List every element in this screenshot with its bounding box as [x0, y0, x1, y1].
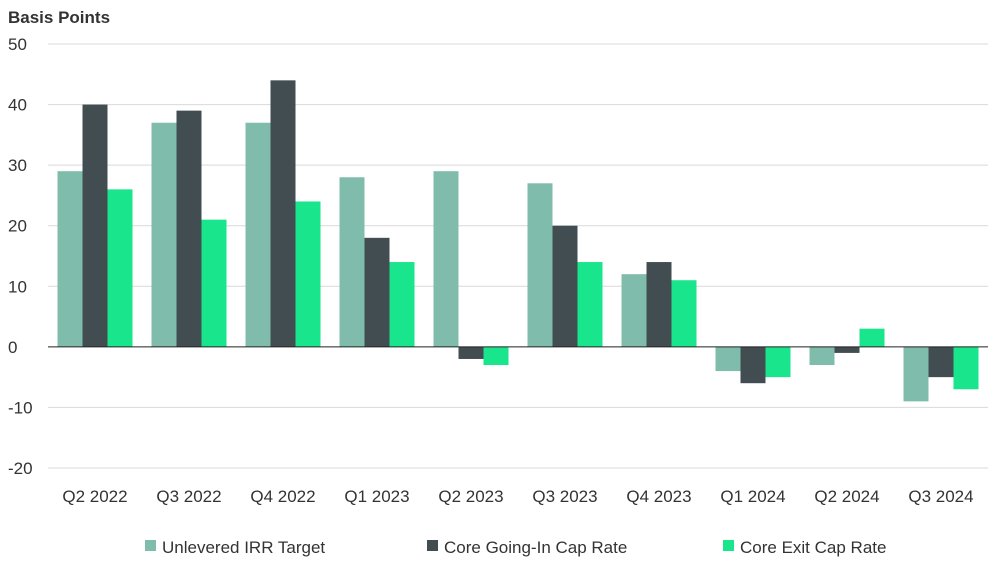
y-axis-ticks: 50 40 30 20 10 0 -10 -20 [8, 35, 33, 478]
bar-core-exit-cap-rate-q3-2024 [953, 346, 979, 390]
bar-unlevered-irr-target-q2-2023 [433, 171, 459, 347]
y-tick-label: 50 [8, 35, 27, 54]
bar-unlevered-irr-target-q2-2024 [809, 346, 835, 366]
bar-unlevered-irr-target-q3-2023 [527, 183, 553, 347]
y-tick-label: 40 [8, 96, 27, 115]
x-tick-label: Q1 2023 [344, 487, 409, 506]
bar-core-exit-cap-rate-q1-2024 [765, 346, 791, 378]
bar-unlevered-irr-target-q3-2022 [151, 122, 177, 347]
legend-label: Core Exit Cap Rate [740, 538, 886, 557]
x-tick-label: Q1 2024 [720, 487, 785, 506]
y-tick-label: 20 [8, 217, 27, 236]
bar-core-exit-cap-rate-q4-2022 [295, 201, 321, 347]
bar-core-exit-cap-rate-q2-2023 [483, 346, 509, 366]
bar-unlevered-irr-target-q2-2022 [57, 171, 83, 347]
bar-core-going-in-cap-rate-q3-2022 [176, 110, 202, 347]
bar-core-going-in-cap-rate-q2-2024 [834, 346, 860, 353]
legend-label: Core Going-In Cap Rate [444, 538, 627, 557]
x-axis-ticks: Q2 2022 Q3 2022 Q4 2022 Q1 2023 Q2 2023 Q3 20… [62, 487, 973, 506]
y-tick-label: 30 [8, 156, 27, 175]
bar-unlevered-irr-target-q1-2024 [715, 346, 741, 372]
bar-core-exit-cap-rate-q3-2023 [577, 262, 603, 347]
bar-core-going-in-cap-rate-q4-2022 [270, 80, 296, 347]
x-tick-label: Q3 2022 [156, 487, 221, 506]
bar-unlevered-irr-target-q4-2023 [621, 274, 647, 347]
legend-label: Unlevered IRR Target [162, 538, 325, 557]
y-tick-label: -20 [8, 459, 33, 478]
bar-core-going-in-cap-rate-q2-2023 [458, 346, 484, 359]
bar-core-exit-cap-rate-q2-2024 [859, 328, 885, 347]
bar-core-exit-cap-rate-q2-2022 [107, 189, 133, 347]
bar-unlevered-irr-target-q3-2024 [903, 346, 929, 402]
x-tick-label: Q3 2024 [908, 487, 973, 506]
bars [57, 80, 979, 402]
bar-unlevered-irr-target-q1-2023 [339, 177, 365, 347]
x-tick-label: Q3 2023 [532, 487, 597, 506]
y-tick-label: -10 [8, 398, 33, 417]
bar-core-going-in-cap-rate-q2-2022 [82, 104, 108, 347]
y-tick-label: 0 [8, 338, 17, 357]
bar-core-going-in-cap-rate-q3-2023 [552, 225, 578, 347]
bar-core-exit-cap-rate-q4-2023 [671, 280, 697, 347]
bar-core-exit-cap-rate-q1-2023 [389, 262, 415, 347]
legend-swatch [145, 540, 156, 551]
legend: Unlevered IRR Target Core Going-In Cap Ra… [145, 538, 886, 557]
x-tick-label: Q4 2023 [626, 487, 691, 506]
bar-core-exit-cap-rate-q3-2022 [201, 219, 227, 347]
bar-core-going-in-cap-rate-q1-2024 [740, 346, 766, 384]
legend-swatch [723, 540, 734, 551]
y-tick-label: 10 [8, 277, 27, 296]
x-tick-label: Q2 2022 [62, 487, 127, 506]
bar-core-going-in-cap-rate-q1-2023 [364, 237, 390, 347]
legend-swatch [427, 540, 438, 551]
bar-core-going-in-cap-rate-q4-2023 [646, 262, 672, 347]
x-tick-label: Q4 2022 [250, 487, 315, 506]
y-axis-title: Basis Points [8, 8, 110, 27]
bar-unlevered-irr-target-q4-2022 [245, 122, 271, 347]
x-tick-label: Q2 2023 [438, 487, 503, 506]
bar-core-going-in-cap-rate-q3-2024 [928, 346, 954, 378]
x-tick-label: Q2 2024 [814, 487, 879, 506]
